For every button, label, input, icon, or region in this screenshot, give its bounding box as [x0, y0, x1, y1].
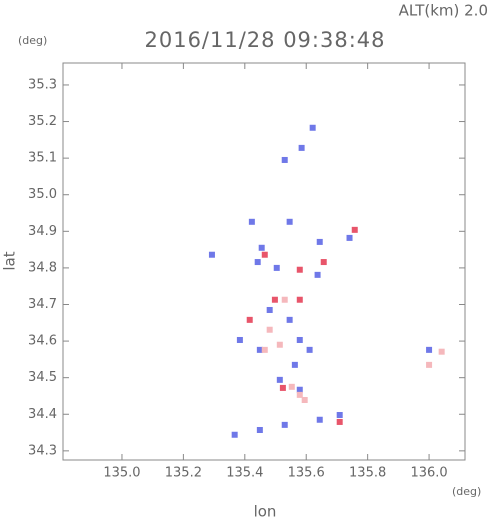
y-tick-label: 34.4 [28, 407, 57, 422]
echo-point [316, 416, 323, 423]
echo-point [208, 251, 215, 258]
echo-point [336, 418, 343, 425]
echo-point [314, 271, 321, 278]
echo-point [276, 341, 283, 348]
echo-point [291, 361, 298, 368]
echo-point [276, 376, 283, 383]
echo-point [426, 346, 433, 353]
echo-point [236, 336, 243, 343]
echo-point [286, 316, 293, 323]
echo-point [296, 296, 303, 303]
echo-point [256, 426, 263, 433]
echo-point [296, 386, 303, 393]
plot-frame [62, 62, 466, 461]
echo-point [248, 218, 255, 225]
echo-point [346, 234, 353, 241]
echo-point [426, 361, 433, 368]
echo-point [316, 238, 323, 245]
altitude-annotation: ALT(km) 2.0 [399, 2, 488, 20]
echo-point [351, 226, 358, 233]
echo-point [298, 144, 305, 151]
echo-point [301, 396, 308, 403]
echo-point [231, 431, 238, 438]
echo-point [281, 156, 288, 163]
echo-point [256, 346, 263, 353]
x-tick-label: 135.0 [103, 466, 140, 481]
y-tick-label: 34.9 [28, 224, 57, 239]
echo-point [254, 259, 261, 266]
echo-point [281, 296, 288, 303]
x-unit: (deg) [452, 485, 481, 498]
x-tick-label: 135.4 [226, 466, 263, 481]
echo-point [288, 383, 295, 390]
echo-point [246, 316, 253, 323]
x-tick-label: 135.8 [349, 466, 386, 481]
echo-point [261, 346, 268, 353]
y-tick-label: 34.6 [28, 334, 57, 349]
y-tick-label: 34.3 [28, 443, 57, 458]
echo-point [271, 296, 278, 303]
y-tick-label: 34.7 [28, 297, 57, 312]
x-tick-label: 136.0 [410, 466, 447, 481]
echo-point [286, 218, 293, 225]
echo-point [266, 326, 273, 333]
echo-point [306, 346, 313, 353]
echo-point [336, 411, 343, 418]
y-tick-label: 35.0 [28, 187, 57, 202]
echo-point [266, 306, 273, 313]
echo-point [296, 391, 303, 398]
echo-point [296, 336, 303, 343]
y-tick-label: 35.2 [28, 114, 57, 129]
echo-point [438, 348, 445, 355]
echo-point [273, 264, 280, 271]
y-tick-label: 34.5 [28, 370, 57, 385]
y-axis-label: lat [1, 251, 19, 270]
x-tick-label: 135.2 [165, 466, 202, 481]
echo-point [261, 251, 268, 258]
y-tick-label: 34.8 [28, 260, 57, 275]
x-tick-label: 135.6 [288, 466, 325, 481]
chart-title: 2016/11/28 09:38:48 [144, 28, 385, 52]
y-tick-label: 35.3 [28, 77, 57, 92]
echo-point [320, 259, 327, 266]
x-axis-label: lon [254, 503, 277, 521]
echo-point [258, 244, 265, 251]
echo-point [309, 124, 316, 131]
y-tick-label: 35.1 [28, 151, 57, 166]
y-unit: (deg) [18, 34, 47, 47]
echo-point [296, 266, 303, 273]
echo-point [281, 421, 288, 428]
echo-point [279, 384, 286, 391]
